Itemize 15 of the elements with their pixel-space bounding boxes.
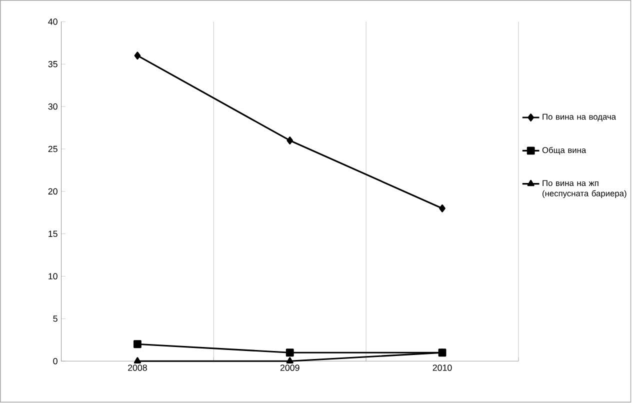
- legend-label: По вина на водача: [542, 114, 616, 122]
- y-tick-label: 10: [48, 273, 58, 280]
- x-tick-label: 2008: [128, 364, 147, 372]
- y-tick-label: 15: [48, 230, 58, 238]
- x-tick-label: 2009: [280, 364, 300, 372]
- y-tick-label: 20: [48, 188, 58, 195]
- y-tick-label: 40: [48, 18, 58, 26]
- y-tick-label: 5: [53, 316, 58, 322]
- legend-label: Обща вина: [542, 147, 586, 155]
- y-tick-label: 0: [53, 358, 58, 364]
- y-tick-label: 35: [48, 61, 58, 68]
- y-tick-label: 30: [48, 104, 58, 110]
- legend-label: По вина на жп (неспусната бариера): [542, 180, 626, 198]
- x-tick-label: 2010: [432, 364, 452, 372]
- y-tick-label: 25: [48, 146, 58, 152]
